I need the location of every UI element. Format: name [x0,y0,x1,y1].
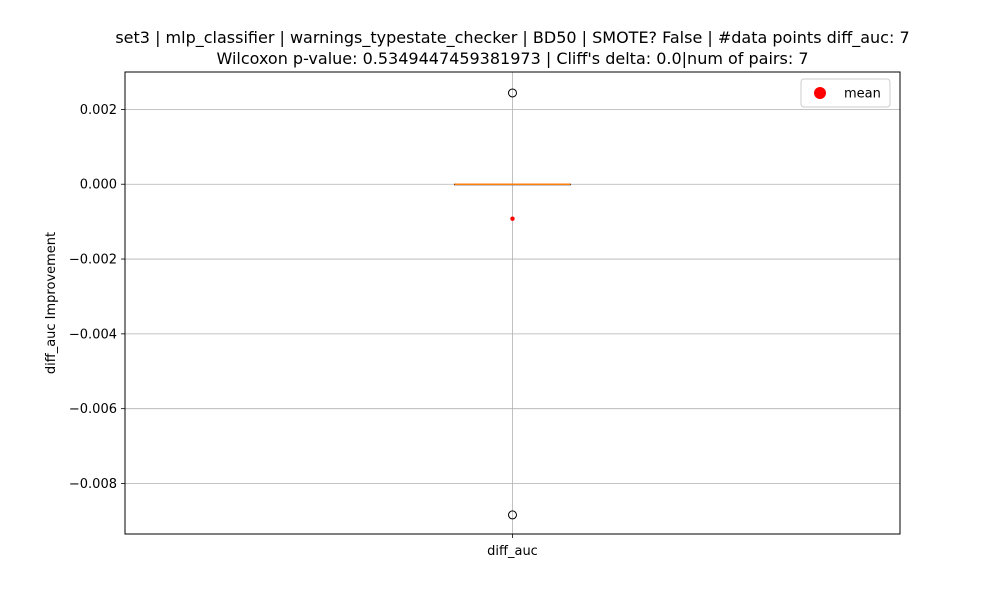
grid-lines [125,72,900,534]
box-series [454,88,571,520]
mean-point [510,216,515,221]
outlier-point [508,510,517,520]
y-tick-label: −0.008 [69,477,117,492]
title-line: set3 | mlp_classifier | warnings_typesta… [115,28,910,47]
y-tick-label: 0.002 [80,103,117,118]
y-tick-label: −0.006 [69,402,117,417]
legend-marker [814,87,826,99]
subtitle-line: Wilcoxon p-value: 0.5349447459381973 | C… [216,49,809,68]
y-tick-label: −0.002 [69,253,117,268]
y-axis-label: diff_auc Improvement [44,232,59,374]
plot-frame [124,71,901,535]
y-tick-label: 0.000 [80,178,117,193]
axes: 0.002 0.000 −0.002 −0.004 −0.006 −0.008 diff_a… [69,71,901,559]
outlier-point [508,88,517,98]
legend: mean [800,78,891,108]
legend-label: mean [844,87,881,102]
chart-title: set3 | mlp_classifier | warnings_typesta… [0,27,1000,69]
legend-box [800,78,891,108]
y-tick-label: −0.004 [69,327,117,342]
x-tick-label: diff_auc [487,544,538,559]
